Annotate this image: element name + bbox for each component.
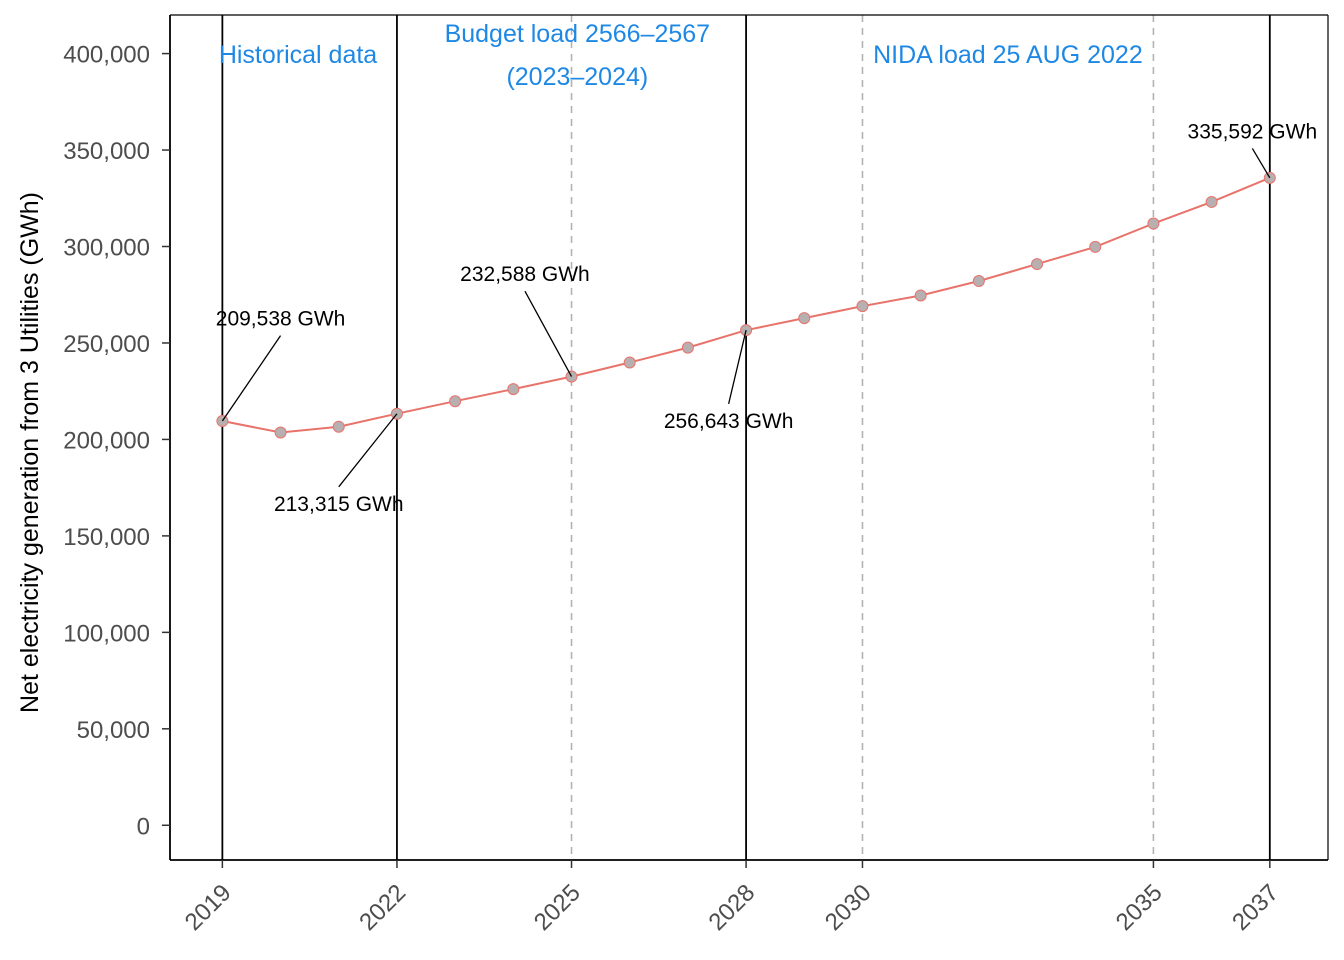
y-tick-label: 300,000 — [63, 235, 150, 262]
annotation-leader-line — [728, 330, 747, 405]
axes — [162, 14, 1329, 868]
annotation-label: 256,643 GWh — [664, 410, 794, 433]
y-tick-label: 350,000 — [63, 138, 150, 165]
y-axis-title: Net electricity generation from 3 Utilit… — [16, 192, 44, 713]
data-point — [332, 420, 345, 433]
data-point — [449, 395, 462, 408]
annotation-leader-line — [338, 413, 398, 488]
y-tick-label: 50,000 — [77, 717, 150, 744]
data-point — [623, 356, 636, 369]
annotation-label: 213,315 GWh — [274, 493, 404, 516]
annotation-leader-line — [221, 335, 282, 422]
region-label: NIDA load 25 AUG 2022 — [873, 41, 1143, 69]
y-tick-label: 150,000 — [63, 524, 150, 551]
y-tick-label: 400,000 — [63, 42, 150, 69]
y-tick-label: 200,000 — [63, 427, 150, 454]
y-tick-label: 0 — [137, 813, 150, 840]
data-point — [972, 275, 985, 288]
data-point — [1031, 258, 1044, 271]
data-point — [681, 341, 694, 354]
data-point — [507, 383, 520, 396]
region-label: Budget load 2566–2567 — [445, 20, 711, 48]
region-label: (2023–2024) — [506, 63, 648, 91]
tick-labels: 0 50,000 100,000 150,000 200,000 250,000 300,0… — [63, 42, 1284, 936]
region-labels: Historical data Budget load 2566–2567 (202… — [219, 20, 1143, 91]
reference-lines — [221, 15, 1271, 860]
y-tick-label: 100,000 — [63, 620, 150, 647]
data-point — [856, 300, 869, 313]
annotation-label: 335,592 GWh — [1188, 120, 1318, 143]
data-point — [1147, 217, 1160, 230]
data-point — [914, 289, 927, 302]
data-point — [274, 426, 287, 439]
data-point — [798, 312, 811, 325]
annotation-label: 232,588 GWh — [460, 263, 590, 286]
data-point — [1205, 195, 1218, 208]
annotation-leader-line — [524, 290, 573, 377]
annotation-leader-line — [1251, 148, 1271, 179]
point-annotations: 209,538 GWh 213,315 GWh 232,588 GWh 256,643… — [216, 120, 1317, 515]
data-point — [1089, 240, 1102, 253]
y-tick-label: 250,000 — [63, 331, 150, 358]
region-label: Historical data — [219, 41, 377, 69]
annotation-label: 209,538 GWh — [216, 308, 346, 331]
